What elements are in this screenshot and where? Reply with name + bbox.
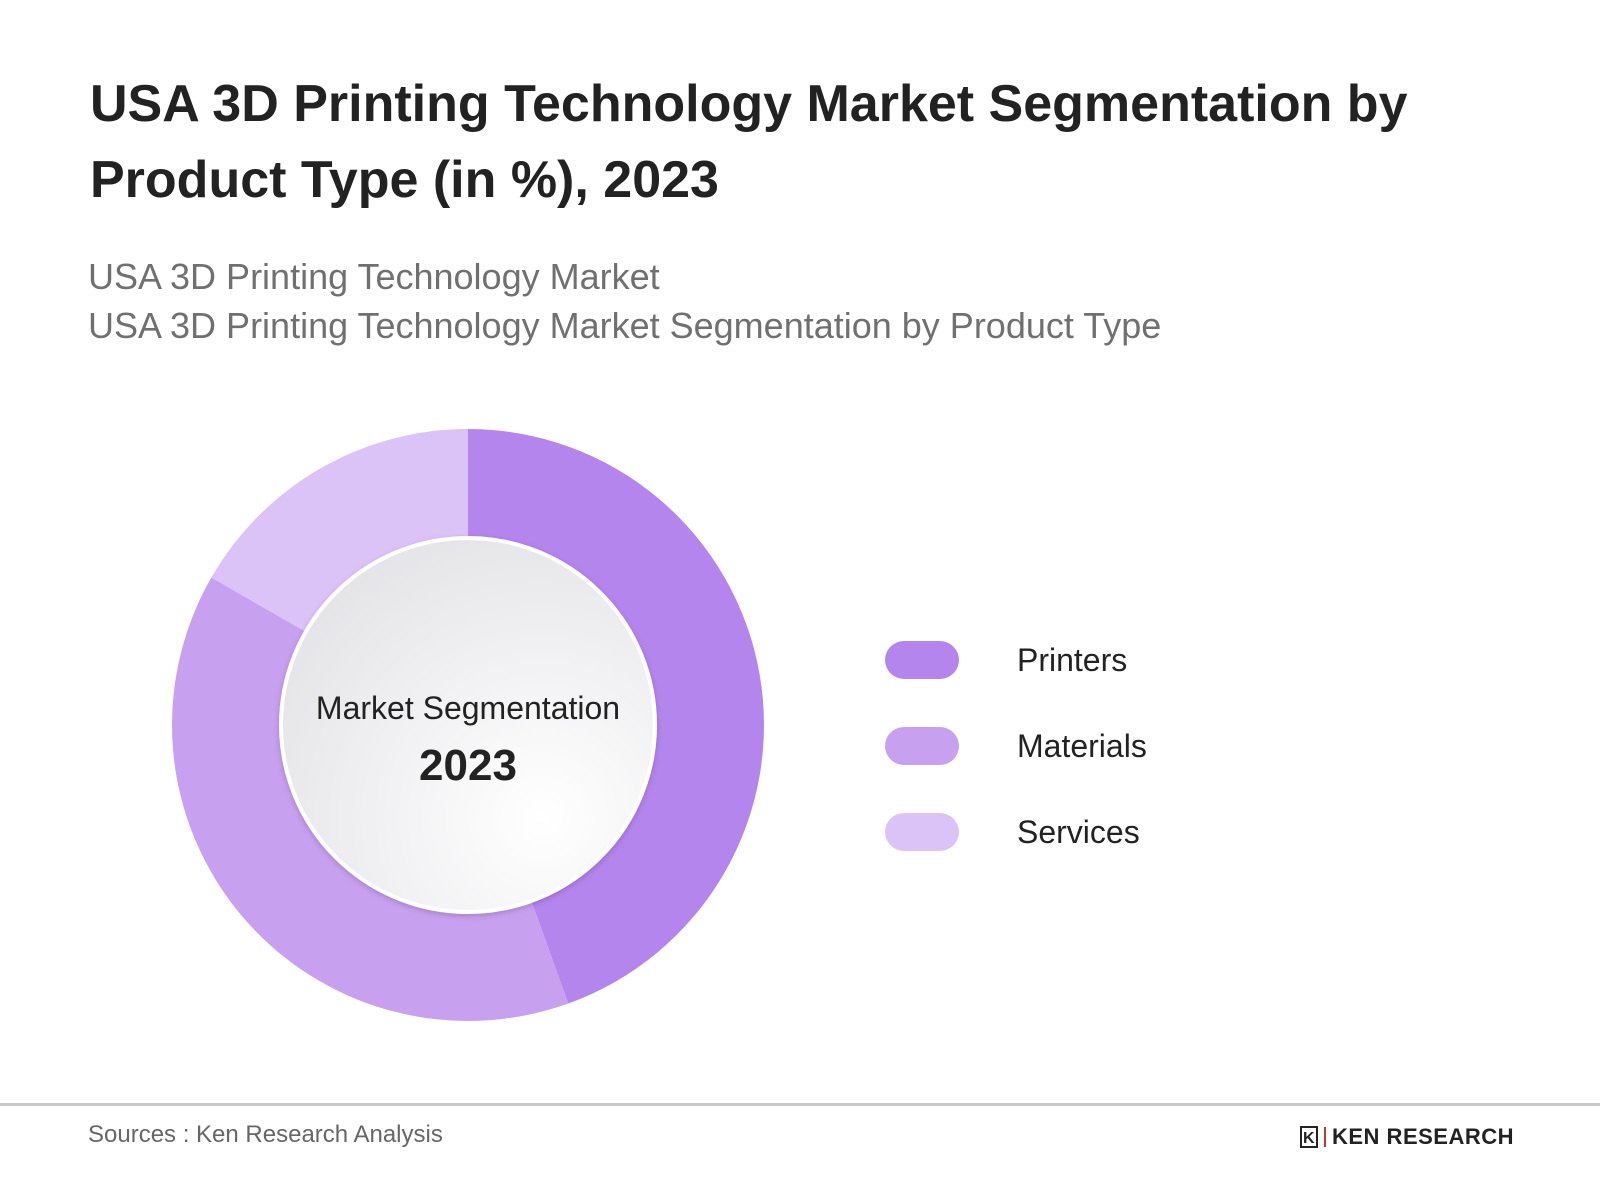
center-label: Market Segmentation [316, 690, 620, 726]
ken-research-logo: K KEN RESEARCH [1300, 1124, 1514, 1150]
legend-item-printers: Printers [885, 641, 1127, 679]
legend-label: Services [1017, 813, 1140, 850]
legend-swatch [885, 813, 959, 851]
subtitle-line-1: USA 3D Printing Technology Market [88, 256, 660, 297]
donut-hole [279, 536, 657, 914]
subtitle-line-2: USA 3D Printing Technology Market Segmen… [88, 305, 1162, 346]
chart-title: USA 3D Printing Technology Market Segmen… [90, 75, 1408, 209]
logo-mark-icon: K [1300, 1126, 1318, 1148]
sources-note: Sources : Ken Research Analysis [88, 1121, 443, 1148]
legend-label: Printers [1017, 641, 1128, 678]
legend-swatch [885, 727, 959, 765]
logo-text: KEN RESEARCH [1332, 1124, 1515, 1149]
center-value: 2023 [419, 741, 517, 790]
legend-item-services: Services [885, 813, 1140, 851]
legend-label: Materials [1017, 727, 1147, 764]
legend-swatch [885, 641, 959, 679]
footer-divider [0, 1103, 1600, 1106]
logo-separator [1324, 1127, 1326, 1147]
legend-item-materials: Materials [885, 727, 1147, 765]
